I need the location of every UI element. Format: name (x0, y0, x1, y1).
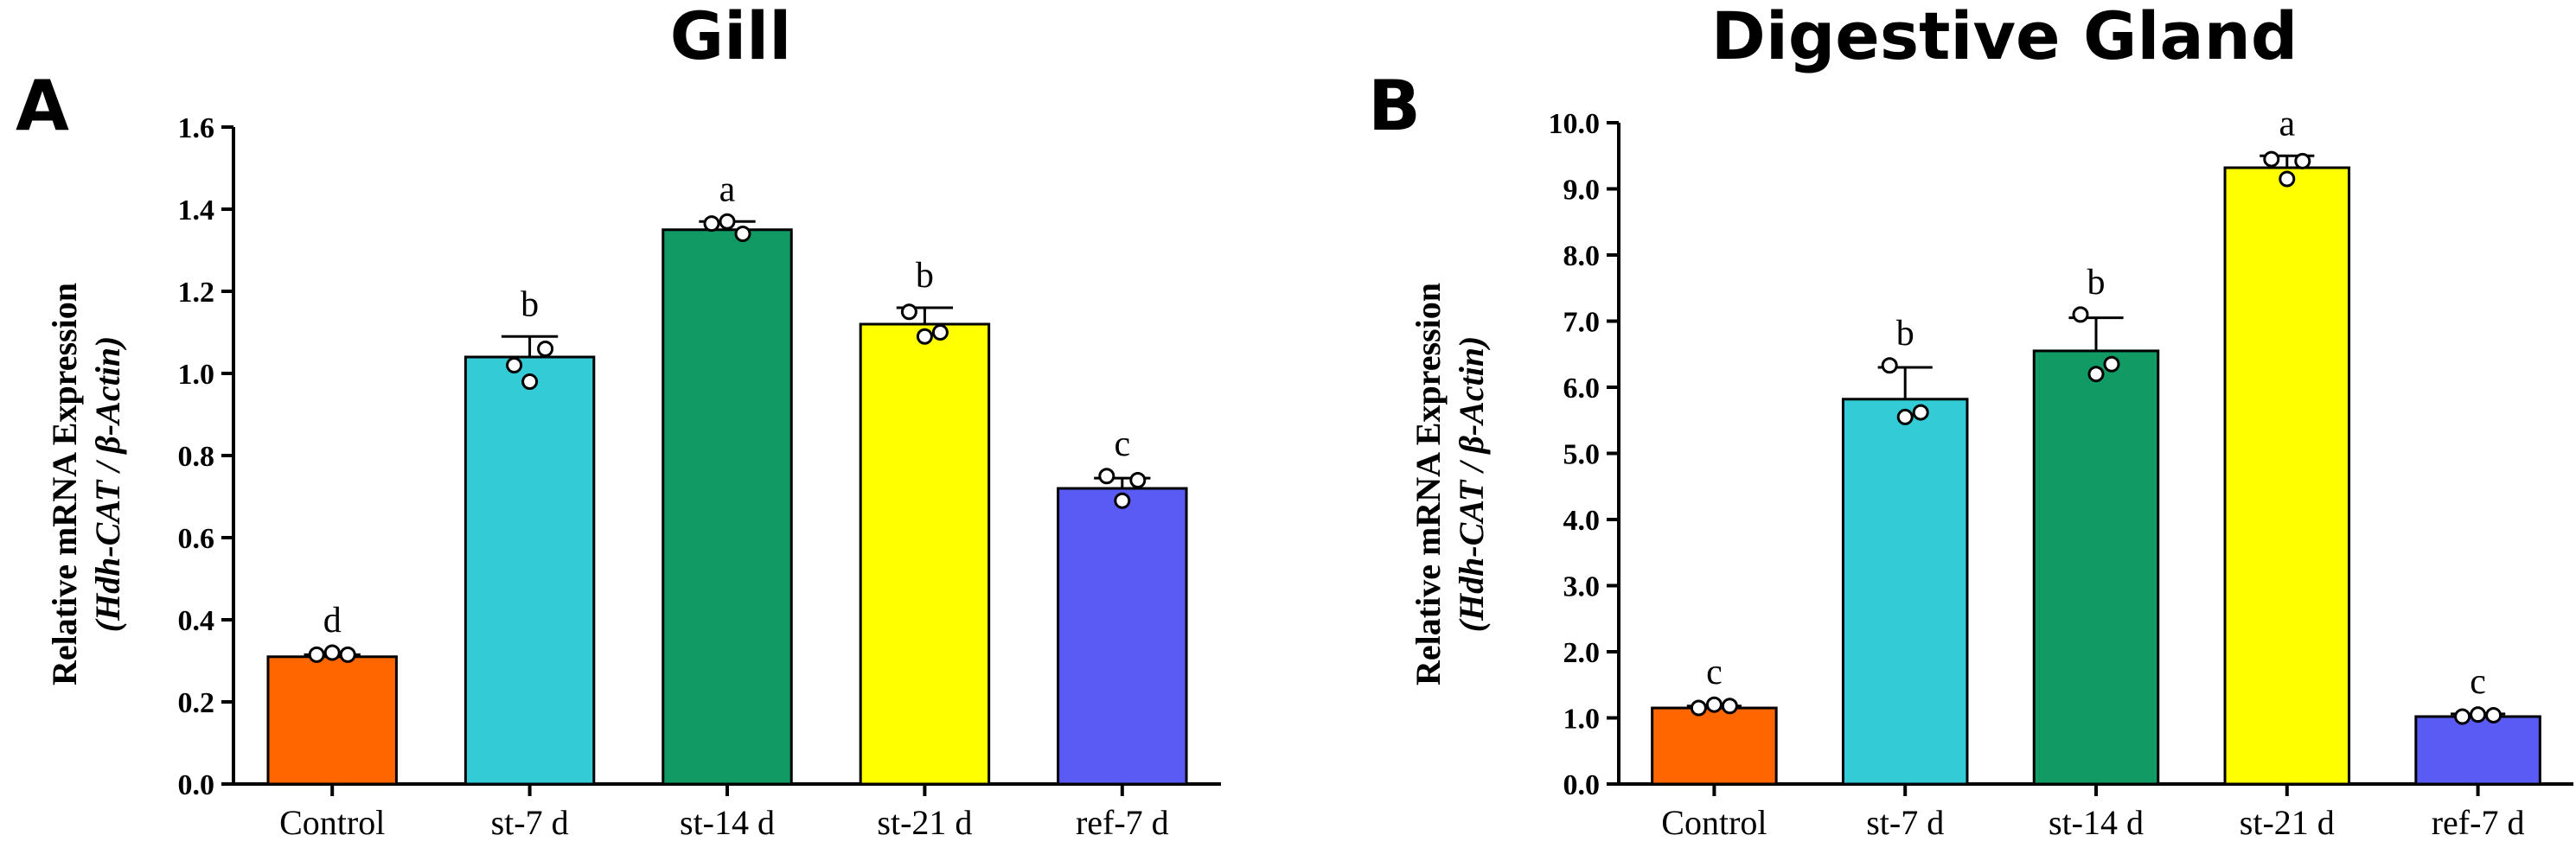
chart-title-digestive-gland: Digestive Gland (1711, 0, 2298, 74)
data-point (521, 373, 539, 390)
data-point (931, 324, 949, 341)
data-point (1098, 468, 1115, 485)
bar-control (1651, 706, 1778, 786)
y-tick-label: 1.0 (178, 359, 215, 391)
data-point (308, 646, 325, 663)
x-tick-label: st-21 d (2240, 803, 2335, 842)
x-tick-label: ref-7 d (1076, 803, 1169, 842)
y-tick-label: 3.0 (1563, 571, 1601, 603)
y-tick-label: 1.0 (1563, 704, 1601, 736)
significance-letter: c (1114, 424, 1130, 464)
data-point (2294, 152, 2311, 169)
x-tick-label: st-7 d (491, 803, 569, 842)
bar-st-14-d (2032, 349, 2160, 786)
y-tick-label: 5.0 (1563, 439, 1601, 471)
y-tick-label: 6.0 (1563, 373, 1601, 405)
bar-ref-7-d (1057, 487, 1188, 786)
y-tick-label: 1.4 (178, 194, 215, 226)
data-point (2485, 706, 2502, 724)
y-tick-label: 4.0 (1563, 505, 1601, 537)
data-point (1912, 404, 1929, 421)
bar-st-7-d (463, 355, 596, 786)
data-point (339, 646, 356, 663)
data-point (537, 341, 554, 357)
axes-a: 0.0 0.2 0.4 0.6 0.8 1.0 1.2 1.4 1.6 Control d st-7 … (178, 112, 1221, 842)
bar-st-21-d (859, 322, 991, 786)
significance-letter: c (1706, 653, 1723, 692)
panel-letter-a: A (16, 66, 69, 146)
y-axis-label-a-line1: Relative mRNA Expression (45, 283, 84, 685)
data-point (703, 215, 720, 233)
data-point (2454, 708, 2471, 725)
y-tick-label: 0.8 (178, 441, 215, 473)
y-tick-label: 0.0 (178, 769, 215, 801)
significance-letter: b (916, 256, 934, 296)
data-point (2087, 366, 2105, 383)
data-point (2279, 170, 2296, 188)
data-point (2263, 150, 2280, 168)
panel-letter-b: B (1368, 66, 1421, 146)
y-axis-label-a-line2: (Hdh-CAT / β-Actin) (88, 336, 127, 633)
significance-letter: c (2470, 662, 2486, 702)
y-tick-label: 0.4 (178, 605, 215, 637)
panel-a-gill-chart: A Gill Relative mRNA Expression (Hdh-CAT… (16, 0, 1221, 842)
y-tick-label: 9.0 (1563, 175, 1601, 207)
axes-b: 0.0 1.0 2.0 3.0 4.0 5.0 6.0 7.0 8.0 9.0 10.0 Contro… (1549, 104, 2573, 842)
data-point (734, 226, 751, 242)
panel-b-digestive-gland-chart: B Digestive Gland Relative mRNA Expressi… (1368, 0, 2573, 842)
data-point (1896, 408, 1914, 425)
y-tick-label: 2.0 (1563, 637, 1601, 669)
y-tick-label: 1.2 (178, 277, 215, 309)
data-point (1705, 696, 1723, 713)
bar-st-21-d (2223, 166, 2351, 786)
data-point (1881, 357, 1898, 374)
significance-letter: a (2279, 104, 2295, 143)
data-point (2470, 706, 2487, 724)
significance-letter: b (521, 284, 539, 324)
significance-letter: b (1896, 314, 1914, 354)
x-tick-label: st-21 d (877, 803, 972, 842)
x-tick-label: Control (279, 803, 385, 842)
bar-ref-7-d (2414, 715, 2541, 786)
data-point (900, 303, 917, 321)
data-point (1114, 492, 1131, 509)
data-point (506, 357, 523, 373)
y-tick-label: 8.0 (1563, 240, 1601, 272)
chart-title-gill: Gill (670, 0, 792, 74)
significance-letter: b (2087, 263, 2106, 303)
x-tick-label: Control (1661, 803, 1767, 842)
x-tick-label: ref-7 d (2432, 803, 2525, 842)
y-axis-label-b-line1: Relative mRNA Expression (1409, 283, 1448, 685)
x-tick-label: st-14 d (680, 803, 775, 842)
y-axis-label-b-line2: (Hdh-CAT / β-Actin) (1452, 336, 1491, 633)
x-tick-label: st-7 d (1866, 803, 1944, 842)
x-tick-label: st-14 d (2049, 803, 2144, 842)
y-tick-label: 1.6 (178, 112, 215, 144)
y-tick-label: 7.0 (1563, 307, 1601, 339)
bar-control (266, 655, 398, 786)
significance-letter: d (323, 601, 342, 641)
data-point (1721, 698, 1738, 715)
y-tick-label: 10.0 (1549, 108, 1601, 140)
y-tick-label: 0.0 (1563, 769, 1601, 801)
data-point (2072, 306, 2089, 323)
data-point (1690, 699, 1707, 717)
bar-st-7-d (1841, 398, 1969, 786)
data-point (719, 213, 736, 230)
data-point (323, 644, 341, 661)
bar-st-14-d (662, 228, 793, 786)
significance-letter: a (719, 169, 736, 209)
data-point (2103, 355, 2120, 373)
y-tick-label: 0.2 (178, 687, 215, 719)
y-tick-label: 0.6 (178, 523, 215, 555)
data-point (916, 328, 933, 345)
data-point (1129, 472, 1147, 488)
